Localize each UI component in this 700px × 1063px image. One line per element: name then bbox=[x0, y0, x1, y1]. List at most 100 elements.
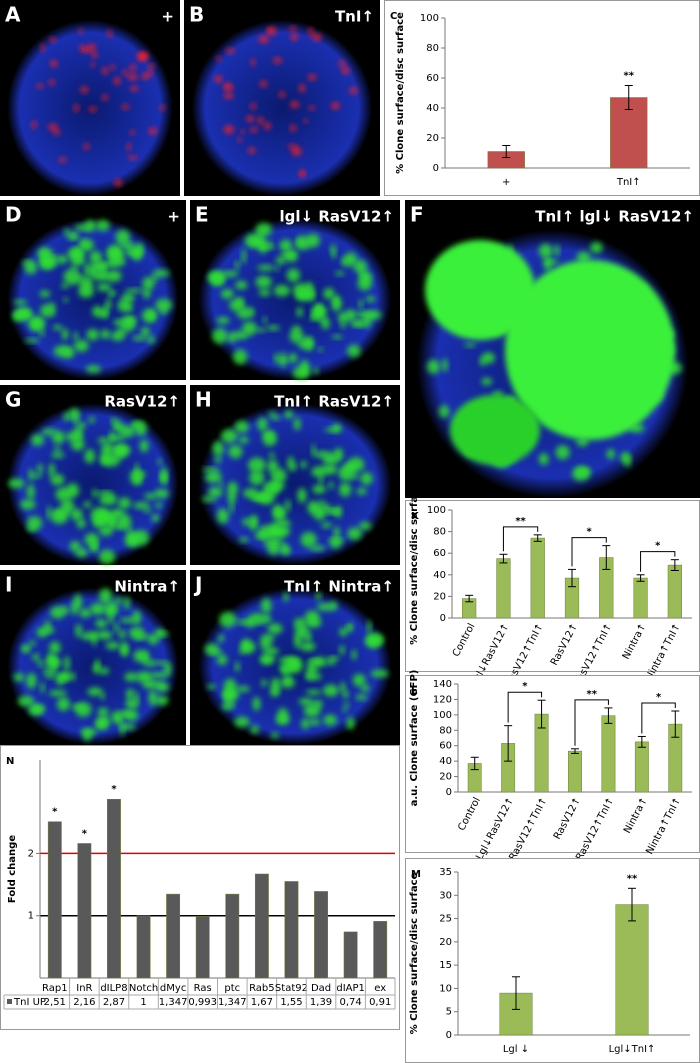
stain bbox=[61, 328, 69, 341]
stain bbox=[268, 411, 277, 417]
tissue bbox=[7, 403, 179, 565]
bar bbox=[47, 821, 62, 979]
stain bbox=[76, 275, 83, 282]
stain bbox=[122, 69, 128, 76]
stain bbox=[299, 169, 305, 176]
stain bbox=[91, 51, 98, 59]
stain bbox=[112, 444, 128, 459]
stain bbox=[258, 116, 264, 125]
stain bbox=[340, 681, 346, 693]
stain bbox=[73, 339, 89, 352]
stain bbox=[481, 352, 495, 364]
stain bbox=[346, 716, 355, 730]
stain bbox=[353, 259, 368, 274]
stain bbox=[258, 289, 271, 296]
stain bbox=[53, 446, 61, 452]
significance-bracket bbox=[502, 526, 539, 552]
panel-label: Nintra↑ bbox=[114, 578, 180, 596]
panel-letter: L bbox=[411, 686, 418, 697]
stain bbox=[262, 647, 280, 655]
value-label: 1,55 bbox=[280, 997, 302, 1008]
stain bbox=[144, 493, 157, 500]
stain bbox=[86, 328, 100, 341]
x-tick-label: Rab5 bbox=[249, 983, 275, 994]
stain bbox=[576, 251, 591, 263]
y-tick-label: 40 bbox=[433, 570, 446, 581]
stain bbox=[75, 548, 88, 558]
stain bbox=[301, 718, 310, 730]
stain bbox=[313, 367, 319, 375]
stain bbox=[129, 532, 139, 547]
stain bbox=[291, 33, 298, 41]
stain bbox=[341, 257, 348, 267]
stain bbox=[119, 242, 135, 247]
stain bbox=[223, 92, 234, 99]
stain bbox=[119, 628, 126, 640]
stain bbox=[322, 504, 332, 512]
stain bbox=[367, 620, 372, 634]
stain bbox=[255, 222, 272, 237]
error-bar bbox=[502, 145, 511, 158]
legend-swatch bbox=[7, 999, 12, 1004]
panel-letter: G bbox=[5, 388, 21, 412]
stain bbox=[267, 27, 277, 36]
stain bbox=[79, 608, 92, 618]
stain bbox=[125, 698, 139, 710]
stain bbox=[97, 309, 109, 318]
y-tick-label: 10 bbox=[439, 983, 452, 994]
stain bbox=[274, 353, 280, 364]
bar bbox=[633, 577, 648, 619]
stain bbox=[280, 542, 289, 555]
stain bbox=[109, 290, 117, 296]
stain bbox=[66, 483, 80, 498]
stain bbox=[99, 492, 118, 506]
value-label: 1,347 bbox=[159, 997, 188, 1008]
stain bbox=[48, 689, 67, 697]
stain bbox=[113, 77, 121, 85]
stain bbox=[39, 329, 45, 337]
stain bbox=[82, 47, 92, 53]
stain bbox=[208, 650, 223, 655]
value-label: 0,993 bbox=[188, 997, 217, 1008]
y-axis-label: % Clone surface/disc surface bbox=[395, 12, 406, 174]
stain bbox=[133, 649, 148, 662]
stain bbox=[106, 515, 118, 530]
stain bbox=[625, 453, 631, 468]
stain bbox=[49, 37, 57, 43]
panel-label: RasV12↑ bbox=[104, 393, 180, 411]
stain bbox=[8, 478, 25, 489]
image-panel: D + bbox=[0, 200, 186, 380]
y-tick-label: 0 bbox=[446, 787, 452, 798]
stain bbox=[305, 617, 322, 628]
stain bbox=[288, 144, 298, 149]
stain bbox=[132, 421, 138, 430]
stain bbox=[438, 405, 450, 418]
stain bbox=[264, 122, 271, 130]
significance-label: * bbox=[82, 828, 88, 839]
stain bbox=[337, 312, 349, 323]
stain bbox=[249, 516, 256, 532]
stain bbox=[335, 271, 345, 276]
significance-label: * bbox=[111, 784, 117, 795]
stain bbox=[93, 270, 110, 281]
x-tick-label: Stat92 bbox=[275, 983, 308, 994]
significance-bracket bbox=[640, 551, 676, 572]
stain bbox=[236, 619, 251, 625]
stain bbox=[106, 244, 123, 259]
stain bbox=[12, 310, 23, 322]
stain bbox=[130, 130, 136, 135]
y-axis-label: Fold change bbox=[7, 835, 18, 903]
stain bbox=[41, 428, 57, 436]
stain bbox=[339, 645, 345, 655]
stain bbox=[349, 321, 366, 327]
stain bbox=[322, 684, 339, 697]
stain bbox=[219, 611, 237, 628]
stain bbox=[31, 653, 41, 661]
stain bbox=[114, 179, 122, 187]
stain bbox=[270, 415, 281, 421]
value-label: 1,39 bbox=[310, 997, 332, 1008]
stain bbox=[305, 689, 322, 695]
value-label: 0,91 bbox=[369, 997, 391, 1008]
stain bbox=[260, 656, 273, 665]
stain bbox=[235, 280, 248, 290]
